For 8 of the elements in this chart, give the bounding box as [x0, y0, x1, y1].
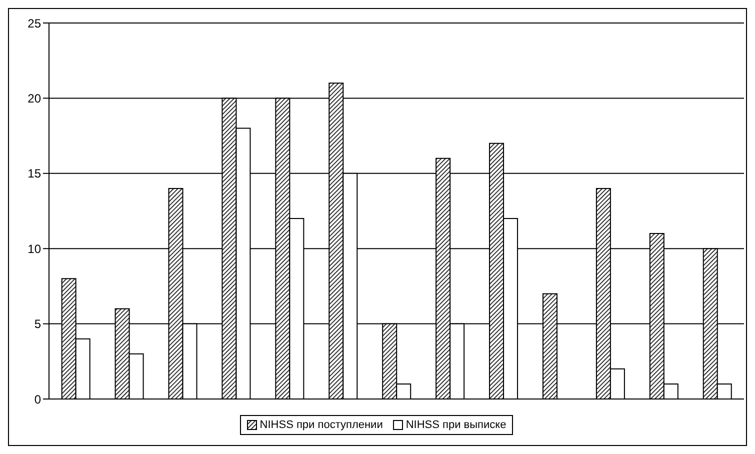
y-tick-label: 20	[28, 91, 42, 106]
y-tick-label: 15	[28, 166, 42, 181]
legend-label: NIHSS при выписке	[406, 419, 506, 431]
y-tick-label: 5	[34, 317, 42, 332]
y-tick-label: 10	[28, 242, 42, 256]
y-tick-label: 0	[34, 392, 42, 406]
legend-label: NIHSS при поступлении	[260, 419, 383, 431]
y-tick-label: 25	[28, 16, 42, 30]
